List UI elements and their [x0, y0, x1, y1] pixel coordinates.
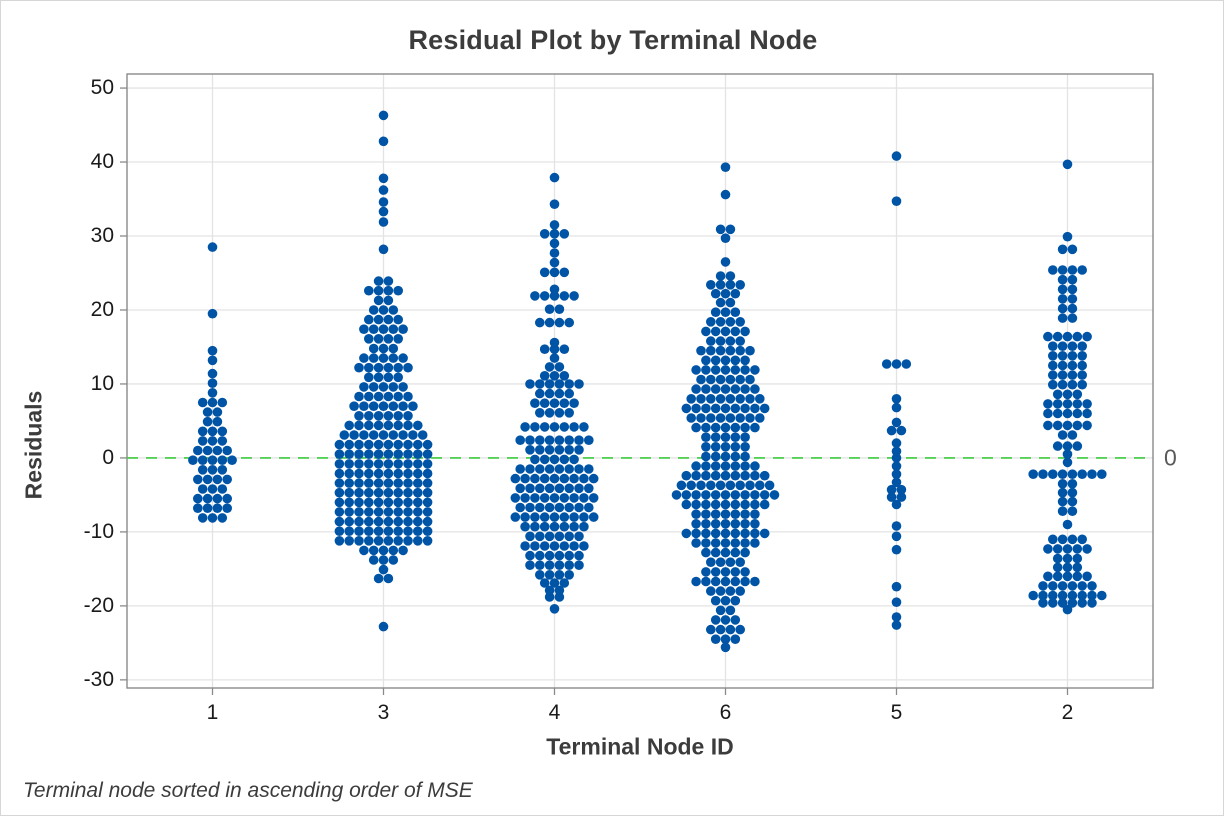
y-tick-label: -30	[83, 667, 114, 691]
x-tick-label: 2	[1061, 701, 1074, 724]
node-3-dots	[334, 110, 433, 632]
y-tick-label: -10	[83, 519, 114, 543]
node-6-dots	[671, 162, 780, 653]
y-tick-label: 40	[90, 150, 114, 174]
node-1-dots	[188, 242, 237, 523]
x-tick-label: 5	[890, 701, 903, 724]
y-tick-label: 20	[90, 297, 114, 321]
y-tick-label: -20	[83, 593, 114, 617]
x-tick-label: 3	[377, 701, 390, 724]
x-axis-title: Terminal Node ID	[546, 733, 734, 760]
y-tick-label: 50	[90, 76, 114, 100]
y-tick-label: 10	[90, 371, 114, 395]
y-tick-label: 30	[90, 224, 114, 247]
y-axis-title: Residuals	[20, 390, 47, 500]
chart-footnote: Terminal node sorted in ascending order …	[23, 779, 473, 802]
node-2-dots	[1028, 159, 1107, 615]
node-5-dots	[881, 151, 912, 630]
x-tick-label: 1	[206, 701, 219, 724]
x-tick-label: 6	[719, 701, 732, 724]
chart-title: Residual Plot by Terminal Node	[408, 25, 818, 55]
y-tick-label: 0	[102, 445, 114, 469]
x-tick-label: 4	[548, 701, 561, 724]
node-4-dots	[510, 172, 599, 614]
reference-line-label: 0	[1164, 444, 1177, 471]
